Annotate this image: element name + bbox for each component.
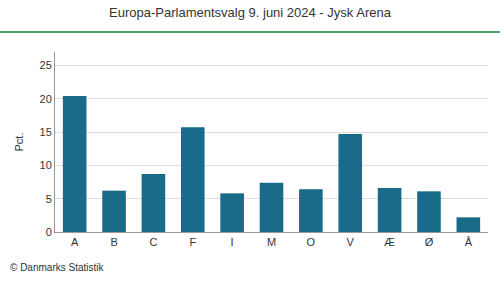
svg-text:10: 10 xyxy=(40,159,52,171)
svg-text:I: I xyxy=(231,236,234,248)
svg-text:5: 5 xyxy=(46,193,52,205)
svg-text:M: M xyxy=(267,236,276,248)
svg-text:F: F xyxy=(189,236,196,248)
svg-text:Europa-Parlamentsvalg 9. juni: Europa-Parlamentsvalg 9. juni 2024 - Jys… xyxy=(109,5,392,20)
svg-text:V: V xyxy=(347,236,355,248)
svg-text:C: C xyxy=(149,236,157,248)
svg-text:Pct.: Pct. xyxy=(13,133,25,152)
svg-text:Ø: Ø xyxy=(425,236,434,248)
svg-text:O: O xyxy=(307,236,316,248)
svg-text:© Danmarks Statistik: © Danmarks Statistik xyxy=(10,262,105,273)
svg-text:0: 0 xyxy=(46,226,52,238)
svg-text:15: 15 xyxy=(40,126,52,138)
svg-text:20: 20 xyxy=(40,93,52,105)
svg-text:A: A xyxy=(71,236,79,248)
svg-text:25: 25 xyxy=(40,59,52,71)
svg-text:B: B xyxy=(110,236,117,248)
svg-text:Å: Å xyxy=(465,236,473,248)
svg-text:Æ: Æ xyxy=(384,236,395,248)
